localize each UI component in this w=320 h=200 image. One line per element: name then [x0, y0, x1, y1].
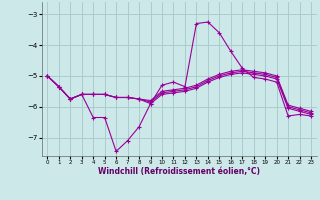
- X-axis label: Windchill (Refroidissement éolien,°C): Windchill (Refroidissement éolien,°C): [98, 167, 260, 176]
